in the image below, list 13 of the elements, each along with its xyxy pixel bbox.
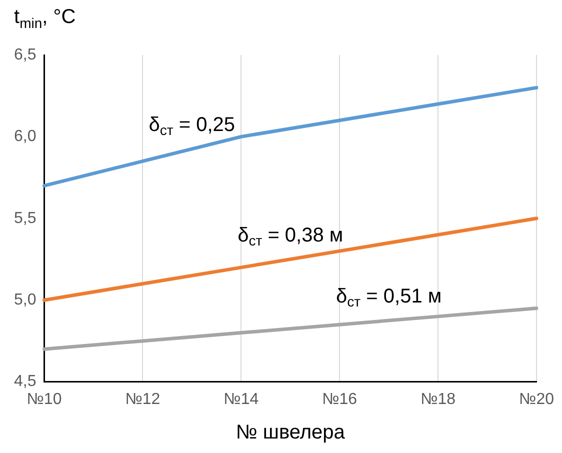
x-tick-label: №14 bbox=[224, 390, 259, 408]
x-tick-label: №18 bbox=[420, 390, 456, 408]
y-tick-label: 6,5 bbox=[14, 46, 36, 64]
x-tick-label: №16 bbox=[322, 390, 358, 408]
y-tick-label: 6,0 bbox=[14, 128, 36, 146]
x-tick-label: №10 bbox=[26, 390, 62, 408]
x-tick-label: №12 bbox=[125, 390, 160, 408]
x-tick-label: №20 bbox=[519, 390, 554, 408]
y-tick-label: 4,5 bbox=[14, 373, 36, 390]
y-axis-title: t$_{min}$, °C bbox=[14, 6, 76, 31]
x-axis-title: № швелера bbox=[236, 422, 346, 444]
y-tick-label: 5,0 bbox=[14, 292, 36, 309]
y-tick-label: 5,5 bbox=[14, 210, 36, 227]
